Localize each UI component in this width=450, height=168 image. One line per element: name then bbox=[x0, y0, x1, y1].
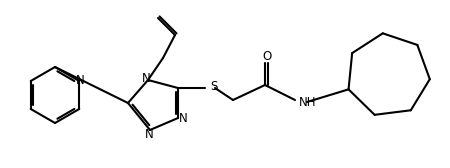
Text: NH: NH bbox=[299, 95, 316, 109]
Text: N: N bbox=[179, 113, 187, 125]
Text: S: S bbox=[210, 80, 217, 94]
Text: N: N bbox=[144, 129, 153, 141]
Text: O: O bbox=[262, 51, 272, 64]
Text: N: N bbox=[142, 73, 150, 86]
Text: N: N bbox=[76, 74, 85, 87]
